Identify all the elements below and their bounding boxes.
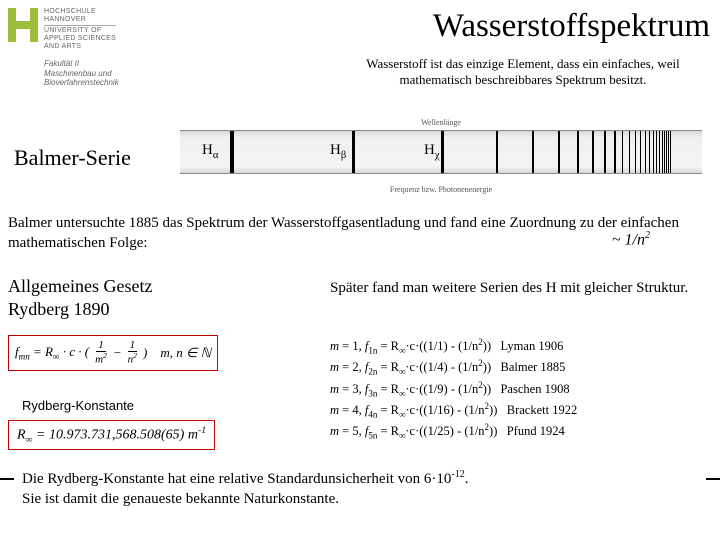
margin-tick-icon bbox=[706, 478, 720, 480]
spectral-line bbox=[558, 131, 560, 173]
logo-h-icon bbox=[8, 8, 38, 42]
spectrum-diagram: Wellenlänge Frequenz bzw. Photonenenergi… bbox=[180, 120, 702, 192]
series-row: m = 4, f4n = R∞·c·((1/16) - (1/n2)) Brac… bbox=[330, 400, 577, 421]
page-subtitle: Wasserstoff ist das einzige Element, das… bbox=[338, 56, 708, 89]
spectral-line bbox=[614, 131, 616, 173]
spectral-line bbox=[604, 131, 606, 173]
faculty-line: Fakultät II bbox=[44, 59, 188, 69]
spectral-line bbox=[645, 131, 646, 173]
faculty-label: Fakultät II Maschinenbau und Bioverfahre… bbox=[8, 59, 188, 88]
spectral-line bbox=[230, 131, 234, 173]
spectral-line-label: Hα bbox=[202, 142, 218, 161]
spectral-line-label: Hβ bbox=[330, 142, 346, 161]
uncertainty-note: Die Rydberg-Konstante hat eine relative … bbox=[22, 468, 708, 509]
institution-logo: HOCHSCHULE HANNOVER UNIVERSITY OF APPLIE… bbox=[8, 8, 188, 88]
balmer-history-text: Balmer untersuchte 1885 das Spektrum der… bbox=[8, 214, 708, 253]
spectral-line bbox=[659, 131, 660, 173]
margin-tick-icon bbox=[0, 478, 14, 480]
spectral-line bbox=[664, 131, 665, 173]
spectral-line-label: Hχ bbox=[424, 142, 440, 161]
spectral-line bbox=[577, 131, 579, 173]
spectrum-bottom-axis-label: Frequenz bzw. Photonenenergie bbox=[390, 185, 492, 194]
spectrum-top-axis-label: Wellenlänge bbox=[421, 118, 461, 127]
page-title: Wasserstoffspektrum bbox=[433, 8, 710, 45]
rydberg-formula: fmn = R∞ · c · ( 1m2 − 1n2 ) m, n ∈ ℕ bbox=[8, 335, 218, 371]
logo-line: HOCHSCHULE bbox=[44, 8, 116, 16]
balmer-serie-label: Balmer-Serie bbox=[14, 145, 131, 171]
spectral-line bbox=[640, 131, 641, 173]
logo-text: HOCHSCHULE HANNOVER UNIVERSITY OF APPLIE… bbox=[44, 8, 116, 51]
spectral-line bbox=[649, 131, 650, 173]
spectral-line bbox=[670, 131, 671, 173]
approx-formula: ~ 1/n2 bbox=[612, 230, 650, 249]
rydberg-constant-value: R∞ = 10.973.731,568.508(65) m-1 bbox=[8, 420, 215, 450]
series-row: m = 3, f3n = R∞·c·((1/9) - (1/n2)) Pasch… bbox=[330, 379, 577, 400]
hydrogen-series-list: m = 1, f1n = R∞·c·((1/1) - (1/n2)) Lyman… bbox=[330, 336, 577, 442]
general-law-line: Rydberg 1890 bbox=[8, 298, 152, 321]
series-row: m = 5, f5n = R∞·c·((1/25) - (1/n2)) Pfun… bbox=[330, 421, 577, 442]
spectral-line bbox=[668, 131, 669, 173]
spectral-line bbox=[352, 131, 355, 173]
logo-line: HANNOVER bbox=[44, 16, 116, 26]
spectral-line bbox=[532, 131, 534, 173]
general-law-heading: Allgemeines Gesetz Rydberg 1890 bbox=[8, 275, 152, 320]
spectral-line bbox=[653, 131, 654, 173]
spectrum-strip bbox=[180, 130, 702, 174]
logo-line: UNIVERSITY OF bbox=[44, 27, 116, 35]
faculty-line: Bioverfahrenstechnik bbox=[44, 78, 188, 88]
spectral-line bbox=[496, 131, 498, 173]
spectral-line bbox=[666, 131, 667, 173]
spectral-line bbox=[441, 131, 444, 173]
rydberg-constant-label: Rydberg-Konstante bbox=[22, 398, 134, 413]
spectral-line bbox=[656, 131, 657, 173]
spectral-line bbox=[622, 131, 623, 173]
logo-line: APPLIED SCIENCES bbox=[44, 35, 116, 43]
spectral-line bbox=[635, 131, 636, 173]
general-law-line: Allgemeines Gesetz bbox=[8, 275, 152, 298]
spectral-line bbox=[662, 131, 663, 173]
spectral-line bbox=[629, 131, 630, 173]
faculty-line: Maschinenbau und bbox=[44, 69, 188, 79]
logo-line: AND ARTS bbox=[44, 43, 116, 51]
series-row: m = 1, f1n = R∞·c·((1/1) - (1/n2)) Lyman… bbox=[330, 336, 577, 357]
spectral-line bbox=[592, 131, 594, 173]
later-series-text: Später fand man weitere Serien des H mit… bbox=[330, 279, 708, 299]
series-row: m = 2, f2n = R∞·c·((1/4) - (1/n2)) Balme… bbox=[330, 357, 577, 378]
